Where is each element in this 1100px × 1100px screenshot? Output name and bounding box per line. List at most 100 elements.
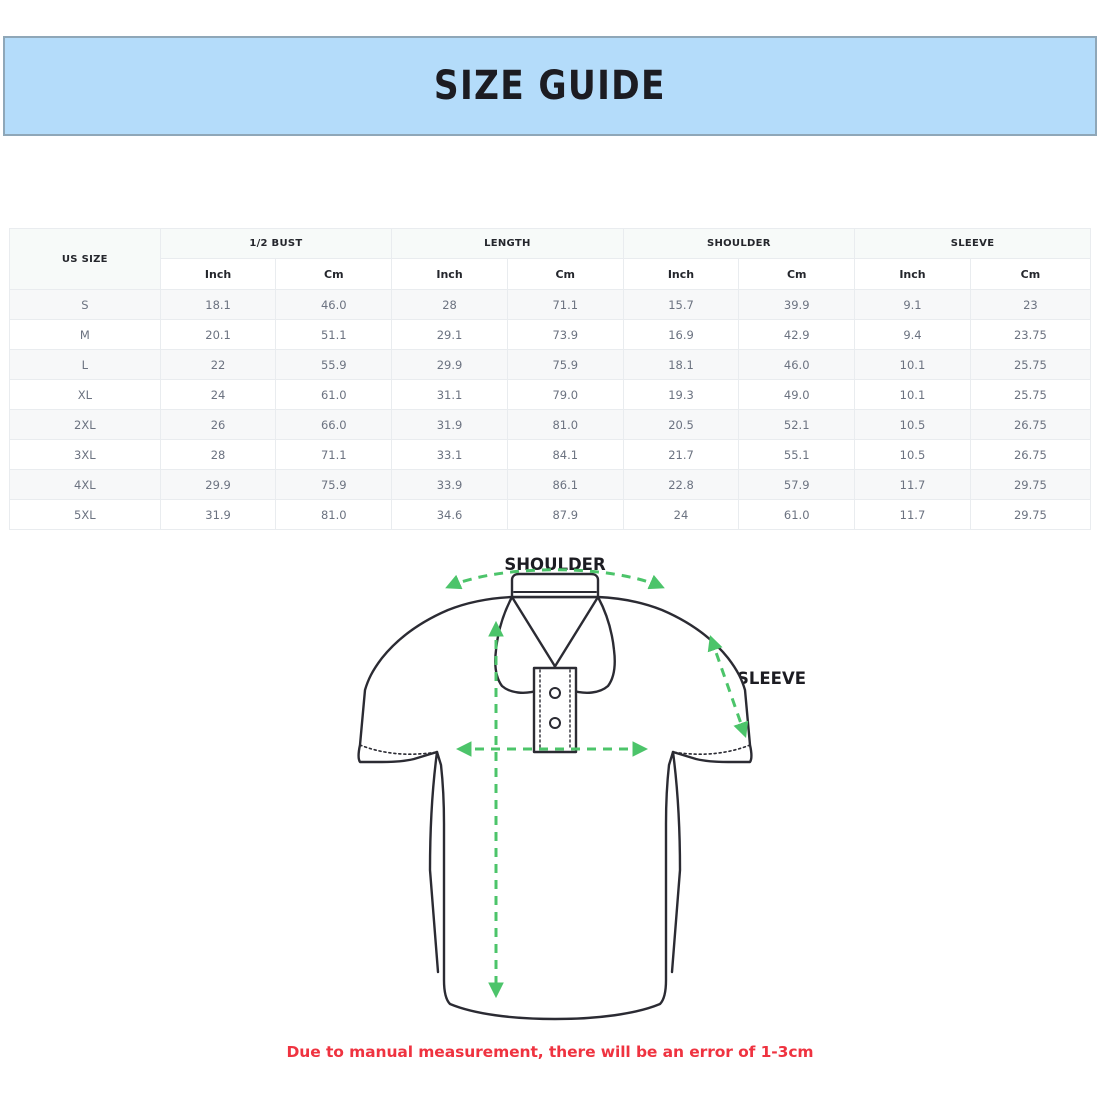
cell-size: S xyxy=(9,289,161,320)
cell-bust-in: 26 xyxy=(159,409,277,440)
cell-shoulder-in: 21.7 xyxy=(622,439,740,470)
unit-header-length-inch: Inch xyxy=(391,258,508,290)
left-sleeve-seam xyxy=(428,750,440,974)
cell-sleeve-cm: 25.75 xyxy=(969,349,1092,380)
unit-header-bust-cm: Cm xyxy=(275,258,393,290)
cell-shoulder-in: 18.1 xyxy=(622,349,740,380)
shoulder-arrow xyxy=(445,568,665,590)
table-row: L 22 55.9 29.9 75.9 18.1 46.0 10.1 25.75 xyxy=(9,349,1092,380)
cell-bust-cm: 75.9 xyxy=(275,469,393,500)
cell-size: 2XL xyxy=(9,409,161,440)
cell-size: 4XL xyxy=(9,469,161,500)
cell-bust-cm: 71.1 xyxy=(275,439,393,470)
cell-sleeve-cm: 26.75 xyxy=(969,409,1092,440)
cell-sleeve-cm: 23.75 xyxy=(969,319,1092,350)
cell-shoulder-cm: 57.9 xyxy=(738,469,856,500)
table-body: S 18.1 46.0 28 71.1 15.7 39.9 9.1 23 M 20.1 51.1 29.… xyxy=(9,289,1092,530)
polo-shirt-illustration xyxy=(357,572,753,1021)
unit-header-row: Inch Cm Inch Cm Inch Cm Inch Cm xyxy=(10,258,1092,290)
cell-sleeve-cm: 29.75 xyxy=(969,469,1092,500)
cell-shoulder-cm: 49.0 xyxy=(738,379,856,410)
cell-size: M xyxy=(9,319,161,350)
cell-size: 3XL xyxy=(9,439,161,470)
cell-sleeve-in: 9.1 xyxy=(854,289,971,320)
cell-bust-in: 31.9 xyxy=(159,499,277,530)
cell-length-in: 28 xyxy=(391,289,508,320)
cell-bust-cm: 46.0 xyxy=(275,289,393,320)
cell-shoulder-cm: 46.0 xyxy=(738,349,856,380)
cell-shoulder-in: 24 xyxy=(622,499,740,530)
measurement-disclaimer: Due to manual measurement, there will be… xyxy=(286,1043,814,1061)
cell-shoulder-in: 16.9 xyxy=(622,319,740,350)
cell-shoulder-in: 20.5 xyxy=(622,409,740,440)
cell-sleeve-cm: 25.75 xyxy=(969,379,1092,410)
unit-header-shoulder-inch: Inch xyxy=(622,258,740,290)
cell-shoulder-cm: 52.1 xyxy=(738,409,856,440)
cell-sleeve-cm: 26.75 xyxy=(969,439,1092,470)
group-header-sleeve: SLEEVE xyxy=(854,228,1091,259)
sleeve-arrow xyxy=(707,635,749,738)
cell-length-in: 29.9 xyxy=(391,349,508,380)
cell-sleeve-cm: 29.75 xyxy=(969,499,1092,530)
cell-bust-in: 20.1 xyxy=(159,319,277,350)
unit-header-length-cm: Cm xyxy=(506,258,624,290)
group-header-shoulder: SHOULDER xyxy=(622,228,856,259)
cell-size: XL xyxy=(9,379,161,410)
cell-shoulder-cm: 61.0 xyxy=(738,499,856,530)
cell-length-in: 33.9 xyxy=(391,469,508,500)
group-header-length: LENGTH xyxy=(391,228,624,259)
cell-bust-cm: 51.1 xyxy=(275,319,393,350)
group-header-half-bust: 1/2 BUST xyxy=(159,228,393,259)
unit-header-sleeve-cm: Cm xyxy=(969,258,1092,290)
unit-header-sleeve-inch: Inch xyxy=(854,258,971,290)
cell-length-cm: 79.0 xyxy=(506,379,624,410)
size-table: US SIZE 1/2 BUST LENGTH SHOULDER SLEEVE … xyxy=(9,228,1092,530)
cell-sleeve-in: 10.1 xyxy=(854,379,971,410)
cell-shoulder-in: 15.7 xyxy=(622,289,740,320)
cell-sleeve-in: 10.1 xyxy=(854,349,971,380)
table-row: 5XL 31.9 81.0 34.6 87.9 24 61.0 11.7 29.75 xyxy=(9,499,1092,530)
cell-bust-in: 24 xyxy=(159,379,277,410)
size-chart: US SIZE 1/2 BUST LENGTH SHOULDER SLEEVE … xyxy=(9,228,1092,530)
cell-bust-cm: 66.0 xyxy=(275,409,393,440)
page-title: SIZE GUIDE xyxy=(434,63,666,109)
table-row: 2XL 26 66.0 31.9 81.0 20.5 52.1 10.5 26.75 xyxy=(9,409,1092,440)
cell-shoulder-in: 19.3 xyxy=(622,379,740,410)
cell-sleeve-in: 11.7 xyxy=(854,499,971,530)
placket-button-bottom xyxy=(549,717,561,729)
table-row: S 18.1 46.0 28 71.1 15.7 39.9 9.1 23 xyxy=(9,289,1092,320)
shirt-body-outline xyxy=(357,595,753,1021)
unit-header-bust-inch: Inch xyxy=(159,258,277,290)
cell-bust-cm: 81.0 xyxy=(275,499,393,530)
cell-shoulder-in: 22.8 xyxy=(622,469,740,500)
cell-bust-cm: 55.9 xyxy=(275,349,393,380)
cell-shoulder-cm: 39.9 xyxy=(738,289,856,320)
cell-length-in: 34.6 xyxy=(391,499,508,530)
cell-length-cm: 75.9 xyxy=(506,349,624,380)
cell-sleeve-in: 10.5 xyxy=(854,439,971,470)
table-row: M 20.1 51.1 29.1 73.9 16.9 42.9 9.4 23.75 xyxy=(9,319,1092,350)
cell-length-in: 31.9 xyxy=(391,409,508,440)
cell-length-in: 33.1 xyxy=(391,439,508,470)
cell-sleeve-in: 11.7 xyxy=(854,469,971,500)
cell-sleeve-in: 9.4 xyxy=(854,319,971,350)
left-cuff-stitch xyxy=(359,744,438,755)
garment-measurement-diagram: SHOULDER SLEEVE 1/2 BUST LENGTH xyxy=(0,540,1100,1030)
cell-shoulder-cm: 42.9 xyxy=(738,319,856,350)
cell-length-cm: 86.1 xyxy=(506,469,624,500)
cell-shoulder-cm: 55.1 xyxy=(738,439,856,470)
right-sleeve-seam xyxy=(670,750,682,974)
right-cuff-stitch xyxy=(672,744,751,755)
group-header-us-size: US SIZE xyxy=(9,228,161,290)
cell-length-cm: 81.0 xyxy=(506,409,624,440)
group-header-row: US SIZE 1/2 BUST LENGTH SHOULDER SLEEVE xyxy=(9,228,1091,290)
cell-length-cm: 71.1 xyxy=(506,289,624,320)
placket-button-top xyxy=(549,687,561,699)
cell-length-cm: 87.9 xyxy=(506,499,624,530)
unit-header-shoulder-cm: Cm xyxy=(738,258,856,290)
table-row: 4XL 29.9 75.9 33.9 86.1 22.8 57.9 11.7 29.75 xyxy=(9,469,1092,500)
cell-sleeve-in: 10.5 xyxy=(854,409,971,440)
cell-length-in: 29.1 xyxy=(391,319,508,350)
cell-bust-in: 18.1 xyxy=(159,289,277,320)
table-row: 3XL 28 71.1 33.1 84.1 21.7 55.1 10.5 26.75 xyxy=(9,439,1092,470)
